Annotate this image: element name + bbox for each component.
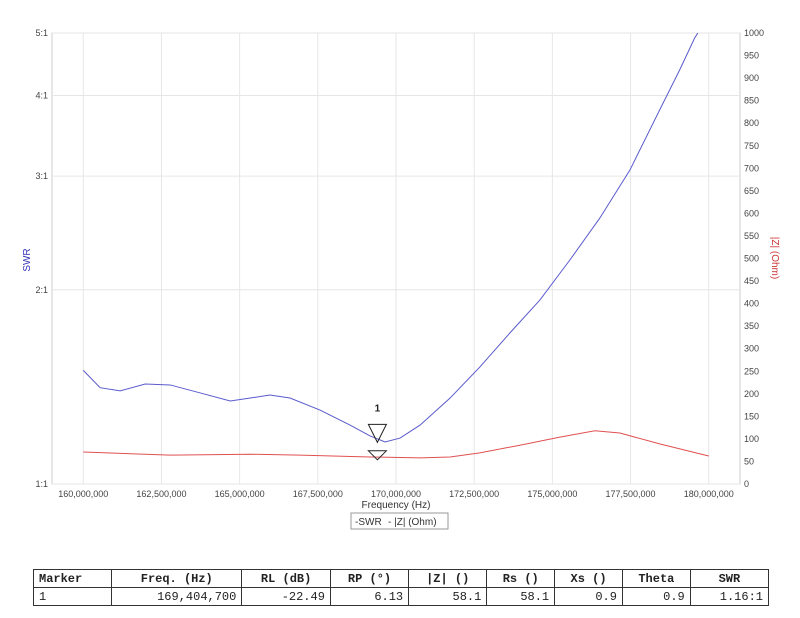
left-tick-label: 3:1	[35, 171, 48, 181]
marker-triangle-swr	[367, 423, 388, 444]
left-tick-label: 4:1	[35, 91, 48, 101]
right-tick-label: 500	[744, 254, 759, 264]
right-tick-label: 550	[744, 231, 759, 241]
cell-xs: 0.9	[554, 587, 623, 606]
col-rl: RL (dB)	[241, 569, 331, 588]
series-line-swr	[82, 33, 699, 443]
right-tick-label: 950	[744, 51, 759, 61]
left-tick-label: 5:1	[35, 28, 48, 38]
x-tick-label: 172,500,000	[449, 489, 499, 499]
table-header-row: Marker Freq. (Hz) RL (dB) RP (°) |Z| () …	[32, 569, 770, 588]
marker-label: 1	[375, 403, 381, 414]
marker-triangle-impedance	[367, 450, 388, 461]
right-tick-label: 200	[744, 389, 759, 399]
legend-box	[350, 512, 449, 530]
marker-table: Marker Freq. (Hz) RL (dB) RP (°) |Z| () …	[32, 569, 770, 606]
right-tick-label: 750	[744, 141, 759, 151]
col-xs: Xs ()	[554, 569, 623, 588]
right-tick-label: 400	[744, 299, 759, 309]
right-tick-label: 300	[744, 344, 759, 354]
legend-item-swr: -SWR	[355, 517, 382, 528]
right-tick-label: 850	[744, 96, 759, 106]
right-tick-label: 650	[744, 186, 759, 196]
cell-z: 58.1	[408, 587, 488, 606]
cell-rp: 6.13	[329, 587, 410, 606]
x-tick-label: 177,500,000	[606, 489, 656, 499]
cell-rs: 58.1	[486, 587, 556, 606]
cell-swr: 1.16:1	[689, 587, 770, 606]
x-tick-label: 167,500,000	[293, 489, 343, 499]
table-row[interactable]: 1 169,404,700 -22.49 6.13 58.1 58.1 0.9 …	[32, 587, 770, 606]
col-swr: SWR	[689, 569, 770, 588]
right-tick-label: 900	[744, 73, 759, 83]
right-tick-label: 50	[744, 456, 754, 466]
x-tick-label: 180,000,000	[684, 489, 734, 499]
right-tick-label: 700	[744, 163, 759, 173]
cell-marker: 1	[32, 587, 113, 606]
right-tick-label: 100	[744, 434, 759, 444]
x-tick-label: 170,000,000	[371, 489, 421, 499]
x-tick-label: 175,000,000	[527, 489, 577, 499]
right-tick-label: 800	[744, 118, 759, 128]
left-axis-label: SWR	[22, 248, 33, 271]
legend-item-impedance: - |Z| (Ohm)	[388, 517, 437, 528]
right-tick-label: 350	[744, 321, 759, 331]
right-tick-label: 1000	[744, 28, 764, 38]
x-tick-label: 162,500,000	[136, 489, 186, 499]
right-tick-label: 600	[744, 208, 759, 218]
col-marker: Marker	[32, 569, 113, 588]
right-axis-label: |Z| (Ohm)	[769, 237, 780, 279]
right-tick-label: 150	[744, 411, 759, 421]
cell-freq: 169,404,700	[111, 587, 243, 606]
col-rp: RP (°)	[329, 569, 410, 588]
right-tick-label: 0	[744, 479, 749, 489]
right-tick-label: 450	[744, 276, 759, 286]
col-freq: Freq. (Hz)	[111, 569, 243, 588]
series-line-impedance	[83, 430, 709, 459]
left-tick-label: 2:1	[35, 285, 48, 295]
swr-impedance-chart: 160,000,000 162,500,000 165,000,000 167,500…	[22, 28, 780, 530]
col-theta: Theta	[621, 569, 691, 588]
left-tick-label: 1:1	[35, 479, 48, 489]
cell-theta: 0.9	[621, 587, 691, 606]
x-tick-label: 165,000,000	[215, 489, 265, 499]
right-tick-label: 250	[744, 366, 759, 376]
col-rs: Rs ()	[486, 569, 556, 588]
cell-rl: -22.49	[241, 587, 331, 606]
x-tick-label: 160,000,000	[58, 489, 108, 499]
x-axis-label: Frequency (Hz)	[362, 500, 431, 511]
col-z: |Z| ()	[408, 569, 488, 588]
